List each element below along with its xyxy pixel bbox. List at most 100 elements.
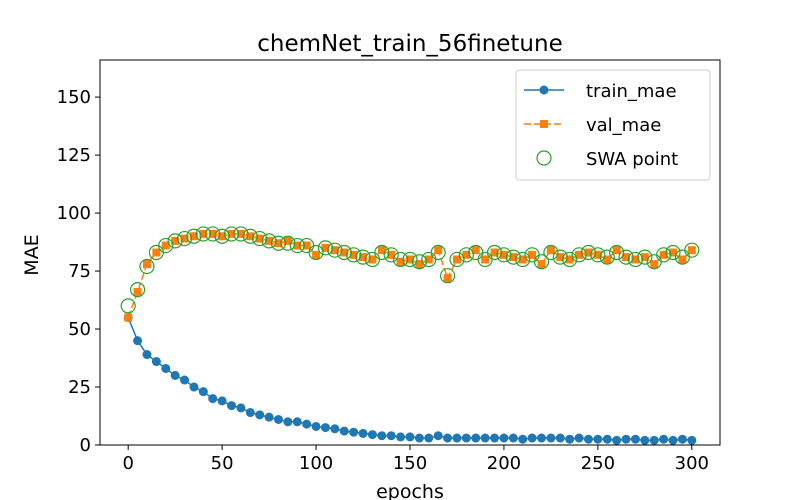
marker	[227, 401, 237, 411]
marker	[199, 229, 208, 238]
marker	[264, 412, 274, 422]
marker	[609, 244, 625, 261]
marker	[359, 253, 368, 262]
marker	[336, 244, 352, 261]
marker	[255, 410, 265, 420]
marker	[508, 433, 518, 443]
marker	[543, 244, 559, 261]
marker	[405, 432, 415, 442]
marker	[555, 433, 565, 443]
marker	[312, 250, 321, 259]
marker	[565, 255, 574, 264]
marker	[656, 247, 672, 263]
marker	[490, 433, 500, 443]
plot-frame	[99, 59, 721, 446]
legend-box	[515, 69, 711, 181]
marker	[528, 250, 537, 259]
legend-label: val_mae	[586, 115, 661, 136]
y-tick-label: 100	[57, 203, 91, 224]
marker	[387, 250, 396, 259]
marker	[214, 228, 230, 244]
marker	[574, 433, 584, 443]
marker	[659, 434, 669, 444]
marker	[120, 298, 136, 314]
marker	[265, 236, 274, 245]
marker	[280, 235, 296, 251]
marker	[518, 255, 527, 264]
y-axis-label: MAE	[21, 234, 43, 275]
marker	[575, 250, 584, 259]
marker	[490, 248, 499, 257]
marker	[669, 248, 678, 257]
marker	[433, 431, 443, 441]
marker	[180, 375, 190, 385]
marker	[377, 431, 387, 441]
marker	[170, 370, 180, 380]
marker	[393, 251, 409, 268]
marker	[208, 229, 217, 238]
marker	[537, 260, 546, 269]
marker	[439, 268, 456, 284]
series-line	[127, 233, 693, 318]
legend-label: SWA point	[586, 149, 678, 170]
marker	[687, 435, 697, 445]
marker	[355, 249, 371, 265]
marker	[509, 253, 518, 262]
marker	[571, 247, 587, 263]
marker	[659, 250, 668, 259]
x-tick-label: 150	[393, 453, 427, 474]
marker	[152, 248, 161, 257]
marker	[499, 433, 509, 443]
marker	[499, 250, 508, 259]
marker	[274, 239, 283, 248]
marker	[158, 237, 174, 254]
legend: train_mae val_mae SWA point	[515, 69, 711, 181]
marker	[527, 433, 537, 443]
marker	[283, 417, 293, 427]
marker	[227, 229, 236, 238]
marker	[552, 249, 568, 265]
legend-label: train_mae	[586, 81, 677, 102]
marker	[556, 253, 565, 262]
marker	[593, 434, 603, 444]
marker	[308, 244, 324, 261]
y-tick-label: 25	[68, 377, 91, 398]
marker	[129, 282, 146, 298]
marker	[630, 434, 640, 444]
x-tick-label: 50	[211, 453, 234, 474]
marker	[449, 251, 465, 268]
marker	[533, 254, 550, 270]
marker	[346, 247, 362, 263]
series	[120, 226, 700, 314]
marker	[252, 230, 268, 247]
marker	[198, 387, 208, 397]
marker	[678, 255, 687, 264]
marker	[612, 435, 622, 445]
marker	[368, 255, 377, 264]
marker	[665, 244, 681, 261]
marker	[618, 249, 634, 265]
marker	[383, 247, 399, 263]
marker	[599, 249, 615, 265]
marker	[186, 228, 202, 244]
marker	[246, 232, 255, 241]
marker	[668, 435, 678, 445]
marker	[189, 232, 198, 241]
marker	[302, 419, 312, 429]
marker	[289, 237, 305, 254]
marker	[649, 435, 659, 445]
marker	[402, 251, 418, 268]
marker	[687, 246, 696, 255]
marker	[471, 433, 481, 443]
marker	[261, 233, 277, 249]
marker	[317, 240, 334, 256]
marker	[205, 226, 221, 242]
marker	[139, 258, 155, 275]
marker	[650, 260, 659, 269]
x-axis-label: epochs	[376, 481, 444, 500]
marker	[452, 255, 461, 264]
legend-marker	[536, 150, 552, 166]
marker	[684, 242, 700, 258]
y-tick-label: 50	[68, 319, 91, 340]
marker	[386, 431, 396, 441]
